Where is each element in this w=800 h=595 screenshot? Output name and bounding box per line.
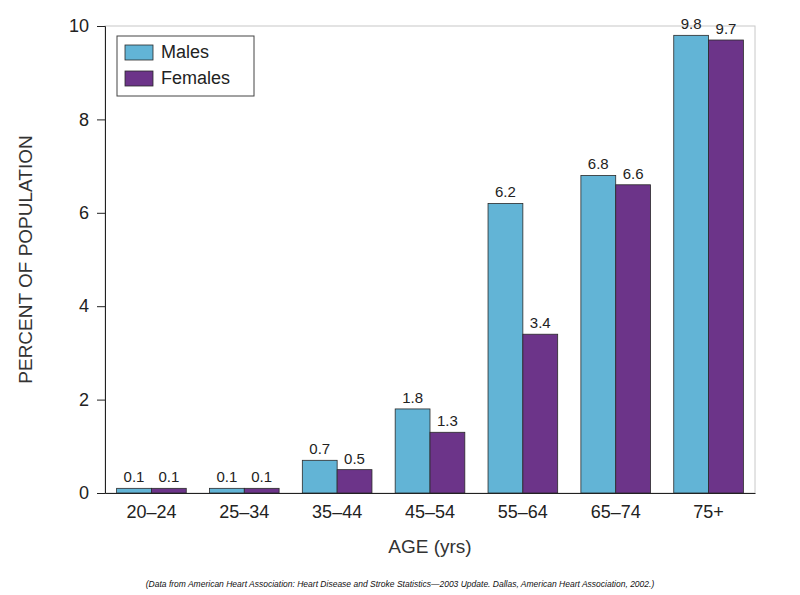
data-label: 0.7 [309, 440, 330, 457]
x-tick: 65–74 [591, 493, 641, 522]
y-tick-mark [97, 119, 105, 120]
data-label: 0.1 [158, 468, 179, 485]
legend-swatch [125, 45, 153, 60]
bar [337, 470, 372, 493]
x-tick-label: 65–74 [591, 502, 641, 522]
y-axis-line [97, 27, 106, 494]
y-tick: 0 [79, 483, 105, 503]
data-label: 6.6 [623, 165, 644, 182]
x-tick: 45–54 [405, 493, 455, 522]
x-axis: 20–24 25–34 35–44 45–54 55–64 65–74 75+ [106, 493, 756, 522]
y-axis-title: PERCENT OF POPULATION [15, 135, 36, 383]
bar [581, 175, 616, 493]
y-tick-mark [97, 493, 105, 494]
data-label: 0.1 [251, 468, 272, 485]
y-tick: 6 [79, 203, 105, 223]
plot: 0.1 0.1 0.7 1.8 6.2 6.8 9.8 0.1 0.1 0.5 1.3 3.4 6.6 9… [69, 15, 756, 521]
data-label: 9.8 [681, 15, 702, 32]
bar [302, 460, 337, 493]
y-tick-mark [97, 400, 105, 401]
y-tick-mark [97, 306, 105, 307]
x-tick-label: 55–64 [498, 502, 548, 522]
x-tick: 25–34 [219, 493, 269, 522]
series-bars [151, 40, 743, 493]
bar [117, 488, 152, 493]
y-tick-mark [97, 213, 105, 214]
y-tick: 10 [69, 16, 105, 36]
y-tick-label: 2 [79, 390, 89, 410]
x-tick-label: 20–24 [126, 502, 176, 522]
data-label: 0.1 [216, 468, 237, 485]
x-tick-label: 25–34 [219, 502, 269, 522]
x-tick-label: 75+ [693, 502, 724, 522]
y-tick: 2 [79, 390, 105, 410]
data-labels: 0.1 0.1 0.7 1.8 6.2 6.8 9.8 0.1 0.1 0.5 1.3 3.4 6.6 9… [124, 15, 737, 485]
data-label: 9.7 [716, 20, 737, 37]
data-label: 3.4 [530, 314, 551, 331]
series-bars [117, 35, 709, 493]
data-label: 6.8 [588, 155, 609, 172]
legend-box [117, 36, 254, 96]
bar [395, 409, 430, 493]
x-tick-label: 35–44 [312, 502, 362, 522]
y-tick-mark [97, 26, 105, 27]
bar [616, 185, 651, 493]
x-tick: 20–24 [126, 493, 176, 522]
y-tick: 4 [79, 296, 105, 316]
bar [709, 40, 744, 493]
data-label: 0.1 [124, 468, 145, 485]
plot-frame [105, 26, 755, 493]
y-tick-label: 0 [79, 483, 89, 503]
x-axis-title: AGE (yrs) [388, 536, 471, 557]
bar [674, 35, 709, 493]
data-label: 6.2 [495, 183, 516, 200]
y-tick-label: 8 [79, 110, 89, 130]
y-axis: 0 2 4 6 8 10 [69, 16, 106, 503]
legend-label: Females [161, 68, 230, 88]
y-tick: 8 [79, 110, 105, 130]
legend-label: Males [161, 42, 209, 62]
bar [430, 432, 465, 493]
x-tick: 75+ [693, 493, 724, 522]
bar [488, 203, 523, 493]
source-note: (Data from American Heart Association: H… [146, 579, 655, 589]
x-axis-line [106, 493, 756, 494]
y-tick-label: 10 [69, 16, 89, 36]
data-label: 1.8 [402, 389, 423, 406]
bars [117, 35, 744, 493]
x-tick: 55–64 [498, 493, 548, 522]
x-tick-label: 45–54 [405, 502, 455, 522]
bar [244, 488, 279, 493]
data-label: 0.5 [344, 450, 365, 467]
y-tick-label: 6 [79, 203, 89, 223]
chart: 0.1 0.1 0.7 1.8 6.2 6.8 9.8 0.1 0.1 0.5 1.3 3.4 6.6 9… [0, 0, 800, 595]
bar [523, 334, 558, 493]
legend-swatch [125, 71, 153, 86]
data-label: 1.3 [437, 412, 458, 429]
legend: Males Females [117, 36, 254, 96]
y-tick-label: 4 [79, 296, 89, 316]
bar [151, 488, 186, 493]
x-tick: 35–44 [312, 493, 362, 522]
bar [209, 488, 244, 493]
